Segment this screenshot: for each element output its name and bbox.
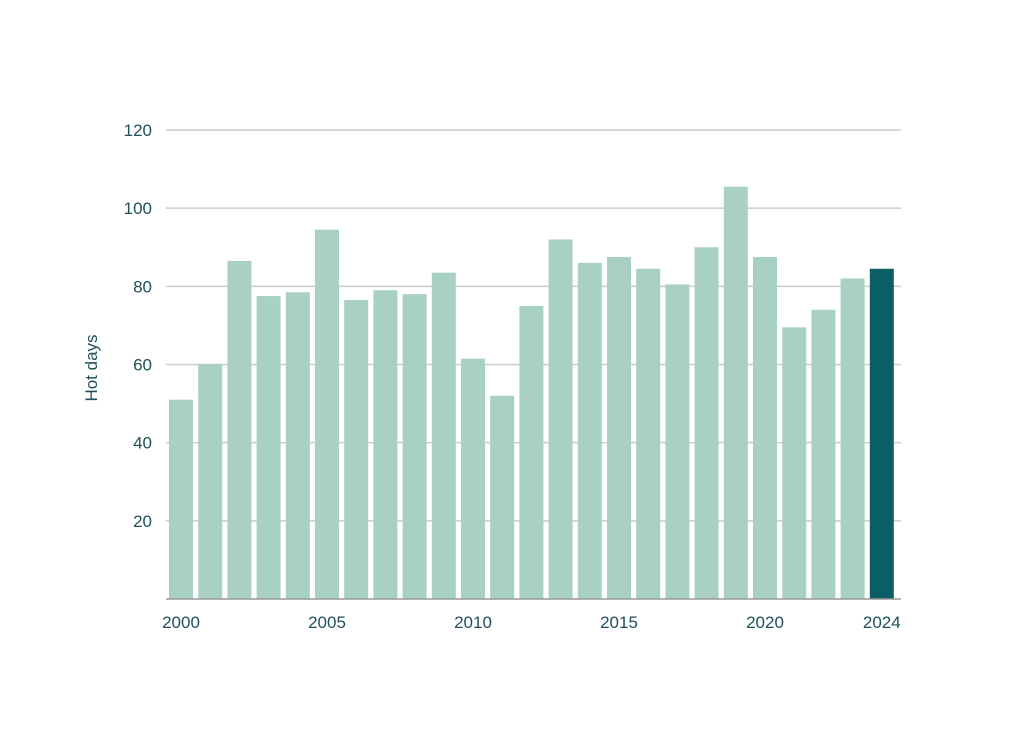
bar-2015 — [607, 257, 631, 599]
bar-2005 — [315, 229, 339, 599]
bar-2011 — [490, 395, 515, 599]
bar-2024 — [869, 268, 894, 599]
bar-2001 — [198, 364, 223, 599]
y-tick-label: 20 — [133, 512, 152, 531]
x-tick-label: 2024 — [863, 613, 901, 632]
bar-2020 — [753, 257, 777, 599]
bar-2012 — [519, 305, 544, 599]
bar-2007 — [373, 290, 398, 599]
y-axis-title: Hot days — [82, 334, 101, 401]
y-tick-label: 80 — [133, 277, 152, 296]
bar-2021 — [782, 327, 807, 599]
bars — [169, 186, 894, 599]
bar-2019 — [723, 186, 748, 599]
bar-2008 — [402, 294, 427, 599]
bar-2013 — [548, 239, 573, 599]
y-tick-label: 60 — [133, 356, 152, 375]
bar-2002 — [227, 260, 252, 599]
x-tick-label: 2015 — [600, 613, 638, 632]
bar-2000 — [169, 399, 193, 599]
bar-2016 — [636, 268, 661, 599]
bar-2004 — [285, 292, 310, 599]
bar-2010 — [461, 358, 485, 599]
bar-2017 — [665, 284, 690, 599]
y-tick-label: 40 — [133, 434, 152, 453]
bar-2006 — [344, 300, 369, 599]
bar-2022 — [811, 309, 836, 599]
x-tick-label: 2005 — [308, 613, 346, 632]
y-tick-label: 100 — [124, 199, 152, 218]
y-tick-labels: 20 40 60 80 100 120 — [124, 121, 152, 531]
bar-2023 — [840, 278, 865, 599]
x-tick-label: 2020 — [746, 613, 784, 632]
bar-2009 — [431, 272, 456, 599]
bar-2018 — [694, 247, 719, 599]
x-tick-label: 2000 — [162, 613, 200, 632]
x-tick-label: 2010 — [454, 613, 492, 632]
y-tick-label: 120 — [124, 121, 152, 140]
bar-2014 — [577, 262, 602, 599]
bar-2003 — [256, 296, 281, 599]
x-tick-labels: 2000 2005 2010 2015 2020 2024 — [162, 613, 901, 632]
